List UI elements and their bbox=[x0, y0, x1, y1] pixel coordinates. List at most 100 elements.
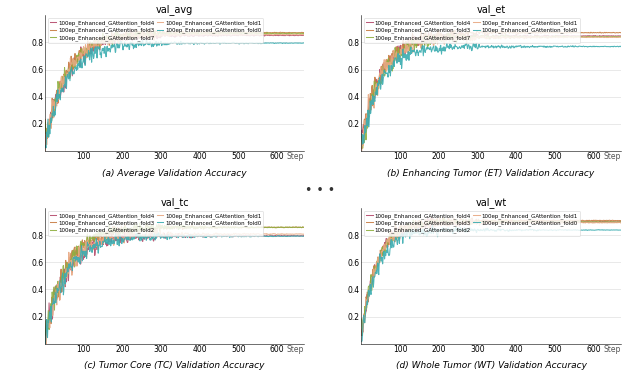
Text: (a) Average Validation Accuracy: (a) Average Validation Accuracy bbox=[102, 169, 247, 178]
100ep_Enhanced_GAttention_fold0 bbox=[155, 230, 163, 235]
100ep_Enhanced_GAttention_fold7 bbox=[206, 31, 214, 35]
100ep_Enhanced_GAttention_fold0 bbox=[42, 146, 50, 150]
100ep_Enhanced_GAttention_fold2 bbox=[435, 219, 442, 223]
100ep_Enhanced_GAttention_fold3 bbox=[118, 224, 125, 228]
100ep_Enhanced_GAttention_fold1 bbox=[358, 333, 365, 337]
100ep_Enhanced_GAttention_fold4 bbox=[428, 215, 436, 219]
Legend: 100ep_Enhanced_GAttention_fold4, 100ep_Enhanced_GAttention_fold3, 100ep_Enhanced: 100ep_Enhanced_GAttention_fold4, 100ep_E… bbox=[47, 18, 264, 43]
100ep_Enhanced_GAttention_fold4 bbox=[182, 33, 189, 38]
100ep_Enhanced_GAttention_fold1 bbox=[42, 341, 49, 345]
100ep_Enhanced_GAttention_fold1 bbox=[266, 231, 274, 236]
100ep_Enhanced_GAttention_fold4 bbox=[523, 34, 531, 39]
100ep_Enhanced_GAttention_fold3 bbox=[266, 225, 274, 230]
100ep_Enhanced_GAttention_fold1 bbox=[96, 236, 104, 240]
Line: 100ep_Enhanced_GAttention_fold1: 100ep_Enhanced_GAttention_fold1 bbox=[45, 230, 304, 343]
100ep_Enhanced_GAttention_fold0 bbox=[192, 41, 200, 45]
100ep_Enhanced_GAttention_fold1 bbox=[118, 35, 125, 39]
100ep_Enhanced_GAttention_fold1 bbox=[358, 149, 365, 153]
100ep_Enhanced_GAttention_fold2 bbox=[191, 227, 199, 231]
100ep_Enhanced_GAttention_fold4 bbox=[266, 233, 274, 238]
Text: Step: Step bbox=[287, 345, 304, 354]
100ep_Enhanced_GAttention_fold1 bbox=[192, 232, 200, 237]
100ep_Enhanced_GAttention_fold2 bbox=[266, 225, 274, 230]
100ep_Enhanced_GAttention_fold3 bbox=[42, 335, 49, 340]
Line: 100ep_Enhanced_GAttention_fold4: 100ep_Enhanced_GAttention_fold4 bbox=[45, 29, 304, 147]
100ep_Enhanced_GAttention_fold4 bbox=[435, 37, 442, 41]
100ep_Enhanced_GAttention_fold7 bbox=[192, 32, 200, 37]
100ep_Enhanced_GAttention_fold1 bbox=[582, 35, 590, 40]
100ep_Enhanced_GAttention_fold4 bbox=[435, 222, 442, 226]
100ep_Enhanced_GAttention_fold0 bbox=[358, 142, 366, 146]
100ep_Enhanced_GAttention_fold7 bbox=[435, 35, 442, 39]
100ep_Enhanced_GAttention_fold3 bbox=[451, 28, 458, 32]
100ep_Enhanced_GAttention_fold3 bbox=[266, 31, 274, 35]
Title: val_tc: val_tc bbox=[160, 197, 189, 208]
Text: Step: Step bbox=[604, 152, 621, 161]
Line: 100ep_Enhanced_GAttention_fold0: 100ep_Enhanced_GAttention_fold0 bbox=[362, 225, 621, 342]
Line: 100ep_Enhanced_GAttention_fold4: 100ep_Enhanced_GAttention_fold4 bbox=[362, 29, 621, 138]
100ep_Enhanced_GAttention_fold0 bbox=[412, 231, 420, 235]
100ep_Enhanced_GAttention_fold4 bbox=[118, 238, 125, 243]
Title: val_avg: val_avg bbox=[156, 4, 193, 15]
100ep_Enhanced_GAttention_fold0 bbox=[413, 49, 420, 54]
100ep_Enhanced_GAttention_fold0 bbox=[429, 223, 436, 227]
100ep_Enhanced_GAttention_fold3 bbox=[182, 31, 190, 35]
100ep_Enhanced_GAttention_fold3 bbox=[435, 33, 442, 38]
100ep_Enhanced_GAttention_fold4 bbox=[358, 333, 365, 338]
100ep_Enhanced_GAttention_fold2 bbox=[118, 226, 125, 231]
100ep_Enhanced_GAttention_fold4 bbox=[206, 233, 214, 238]
100ep_Enhanced_GAttention_fold4 bbox=[206, 32, 214, 37]
100ep_Enhanced_GAttention_fold1 bbox=[454, 32, 462, 37]
Line: 100ep_Enhanced_GAttention_fold0: 100ep_Enhanced_GAttention_fold0 bbox=[45, 233, 304, 344]
100ep_Enhanced_GAttention_fold3 bbox=[358, 146, 366, 151]
100ep_Enhanced_GAttention_fold3 bbox=[192, 30, 200, 34]
Text: • • •: • • • bbox=[305, 185, 335, 197]
100ep_Enhanced_GAttention_fold4 bbox=[447, 27, 454, 32]
100ep_Enhanced_GAttention_fold4 bbox=[522, 219, 530, 223]
100ep_Enhanced_GAttention_fold0 bbox=[583, 44, 591, 49]
Line: 100ep_Enhanced_GAttention_fold4: 100ep_Enhanced_GAttention_fold4 bbox=[362, 217, 621, 335]
100ep_Enhanced_GAttention_fold4 bbox=[42, 341, 49, 345]
100ep_Enhanced_GAttention_fold3 bbox=[118, 33, 125, 38]
Line: 100ep_Enhanced_GAttention_fold1: 100ep_Enhanced_GAttention_fold1 bbox=[362, 34, 621, 151]
100ep_Enhanced_GAttention_fold1 bbox=[300, 32, 308, 37]
100ep_Enhanced_GAttention_fold0 bbox=[617, 228, 625, 232]
100ep_Enhanced_GAttention_fold2 bbox=[583, 219, 591, 224]
Text: (c) Tumor Core (TC) Validation Accuracy: (c) Tumor Core (TC) Validation Accuracy bbox=[84, 361, 265, 371]
Line: 100ep_Enhanced_GAttention_fold2: 100ep_Enhanced_GAttention_fold2 bbox=[362, 218, 621, 335]
100ep_Enhanced_GAttention_fold0 bbox=[42, 144, 49, 148]
Line: 100ep_Enhanced_GAttention_fold1: 100ep_Enhanced_GAttention_fold1 bbox=[45, 31, 304, 151]
100ep_Enhanced_GAttention_fold4 bbox=[413, 44, 420, 48]
100ep_Enhanced_GAttention_fold0 bbox=[118, 240, 125, 244]
100ep_Enhanced_GAttention_fold3 bbox=[44, 136, 51, 141]
100ep_Enhanced_GAttention_fold0 bbox=[358, 339, 365, 344]
100ep_Enhanced_GAttention_fold4 bbox=[42, 144, 49, 149]
100ep_Enhanced_GAttention_fold3 bbox=[434, 220, 442, 224]
100ep_Enhanced_GAttention_fold0 bbox=[191, 234, 199, 238]
100ep_Enhanced_GAttention_fold2 bbox=[131, 220, 138, 225]
100ep_Enhanced_GAttention_fold3 bbox=[522, 218, 530, 223]
100ep_Enhanced_GAttention_fold0 bbox=[300, 41, 308, 45]
100ep_Enhanced_GAttention_fold4 bbox=[509, 34, 516, 39]
100ep_Enhanced_GAttention_fold2 bbox=[617, 220, 625, 224]
100ep_Enhanced_GAttention_fold1 bbox=[508, 220, 516, 224]
100ep_Enhanced_GAttention_fold2 bbox=[358, 317, 365, 321]
100ep_Enhanced_GAttention_fold3 bbox=[523, 30, 531, 35]
100ep_Enhanced_GAttention_fold4 bbox=[582, 220, 590, 224]
100ep_Enhanced_GAttention_fold7 bbox=[413, 45, 420, 50]
100ep_Enhanced_GAttention_fold0 bbox=[266, 234, 274, 238]
100ep_Enhanced_GAttention_fold1 bbox=[617, 220, 625, 225]
100ep_Enhanced_GAttention_fold3 bbox=[182, 225, 189, 229]
100ep_Enhanced_GAttention_fold0 bbox=[143, 37, 150, 42]
100ep_Enhanced_GAttention_fold3 bbox=[206, 31, 214, 35]
100ep_Enhanced_GAttention_fold4 bbox=[583, 34, 591, 39]
100ep_Enhanced_GAttention_fold0 bbox=[435, 49, 442, 54]
100ep_Enhanced_GAttention_fold2 bbox=[300, 225, 308, 230]
100ep_Enhanced_GAttention_fold1 bbox=[42, 149, 49, 153]
Title: val_wt: val_wt bbox=[476, 197, 507, 208]
100ep_Enhanced_GAttention_fold4 bbox=[191, 233, 199, 238]
100ep_Enhanced_GAttention_fold3 bbox=[509, 31, 516, 35]
100ep_Enhanced_GAttention_fold3 bbox=[358, 330, 365, 334]
100ep_Enhanced_GAttention_fold0 bbox=[499, 44, 506, 49]
100ep_Enhanced_GAttention_fold2 bbox=[206, 226, 214, 230]
